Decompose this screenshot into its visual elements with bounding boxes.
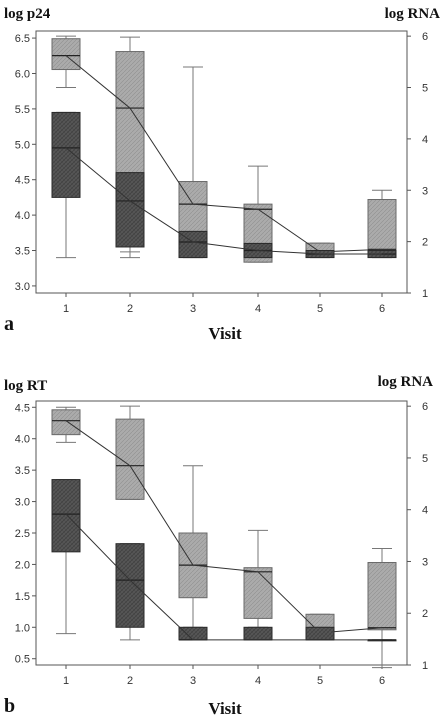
dark-series [51, 111, 397, 259]
right-tick-label: 2 [422, 608, 428, 620]
right-axis-title: log RNA [385, 6, 441, 22]
chart-panel-b: log RT log RNA b Visit 4.5 4.0 3.5 3.0 2.5 2.… [4, 374, 433, 718]
box [51, 479, 81, 553]
median-line [65, 513, 382, 641]
x-tick-label: 4 [255, 303, 261, 315]
dark-series [51, 479, 397, 642]
right-tick-label: 4 [422, 134, 428, 146]
box [243, 626, 273, 641]
light-series [51, 405, 397, 669]
box [51, 38, 81, 71]
left-tick-label: 3.0 [15, 497, 30, 509]
box [115, 543, 145, 628]
panel-label: b [4, 695, 15, 717]
left-tick-label: 3.5 [15, 246, 30, 258]
box [178, 626, 208, 641]
left-tick-label: 1.5 [15, 591, 30, 603]
box [243, 567, 273, 619]
left-tick-label: 5.0 [15, 139, 30, 151]
right-tick-label: 4 [422, 505, 428, 517]
left-tick-label: 5.5 [15, 104, 30, 116]
box [115, 172, 145, 248]
x-tick-label: 4 [255, 675, 261, 687]
left-axis-title: log p24 [4, 6, 51, 22]
left-tick-label: 1.0 [15, 622, 30, 634]
x-axis-label: Visit [208, 699, 242, 718]
plot-frame [35, 400, 408, 666]
median-line [65, 420, 383, 634]
left-axis-title: log RT [4, 378, 47, 394]
chart-panel-a: log p24 log RNA a Visit 6.5 6.0 5.5 5.0 4.5 4… [4, 6, 440, 343]
x-tick-label: 1 [63, 675, 69, 687]
left-tick-label: 6.5 [15, 33, 30, 45]
median-line [65, 55, 383, 253]
x-tick-label: 2 [127, 303, 133, 315]
box [51, 409, 81, 436]
box [367, 199, 397, 258]
right-axis-title: log RNA [378, 374, 434, 390]
left-tick-label: 4.5 [15, 175, 30, 187]
x-tick-label: 2 [127, 675, 133, 687]
plot-area: 6.5 6.0 5.5 5.0 4.5 4.0 3.5 3.0 6 5 4 3 2 1 1 2 3 4 5 6 [15, 30, 428, 315]
left-tick-label: 2.0 [15, 559, 30, 571]
left-tick-label: 4.0 [15, 434, 30, 446]
left-tick-label: 3.5 [15, 465, 30, 477]
left-tick-label: 4.0 [15, 210, 30, 222]
panel-label: a [4, 313, 14, 335]
box [51, 111, 81, 198]
x-tick-label: 6 [379, 303, 385, 315]
right-tick-label: 1 [422, 288, 428, 300]
x-tick-label: 5 [317, 675, 323, 687]
right-tick-label: 3 [422, 185, 428, 197]
x-tick-label: 3 [190, 675, 196, 687]
right-tick-label: 5 [422, 453, 428, 465]
right-tick-label: 2 [422, 237, 428, 249]
x-tick-label: 6 [379, 675, 385, 687]
left-tick-label: 3.0 [15, 281, 30, 293]
box [367, 562, 397, 631]
left-tick-label: 6.0 [15, 68, 30, 80]
left-tick-label: 0.5 [15, 654, 30, 666]
right-tick-label: 1 [422, 660, 428, 672]
plot-area: 4.5 4.0 3.5 3.0 2.5 2.0 1.5 1.0 0.5 6 5 4 3 2 1 1 2 3 4 5 6 [15, 400, 428, 687]
x-tick-label: 1 [63, 303, 69, 315]
x-tick-label: 3 [190, 303, 196, 315]
plot-frame [35, 30, 408, 294]
right-tick-label: 6 [422, 31, 428, 43]
right-tick-label: 5 [422, 83, 428, 95]
left-tick-label: 2.5 [15, 528, 30, 540]
right-tick-label: 6 [422, 401, 428, 413]
right-tick-label: 3 [422, 556, 428, 568]
left-tick-label: 4.5 [15, 402, 30, 414]
box [305, 626, 335, 641]
x-axis-label: Visit [208, 324, 242, 343]
x-tick-label: 5 [317, 303, 323, 315]
light-series [51, 35, 397, 263]
median-line [65, 147, 382, 255]
